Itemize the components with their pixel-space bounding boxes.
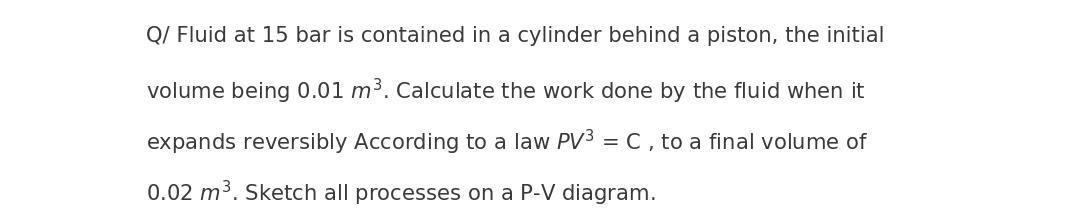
Text: volume being 0.01 $m^3$. Calculate the work done by the fluid when it: volume being 0.01 $m^3$. Calculate the w… — [146, 77, 865, 106]
Text: 0.02 $m^3$. Sketch all processes on a P-V diagram.: 0.02 $m^3$. Sketch all processes on a P-… — [146, 179, 656, 208]
Text: Q/ Fluid at 15 bar is contained in a cylinder behind a piston, the initial: Q/ Fluid at 15 bar is contained in a cyl… — [146, 26, 885, 46]
Text: expands reversibly According to a law $PV^3$ = C , to a final volume of: expands reversibly According to a law $P… — [146, 128, 868, 157]
